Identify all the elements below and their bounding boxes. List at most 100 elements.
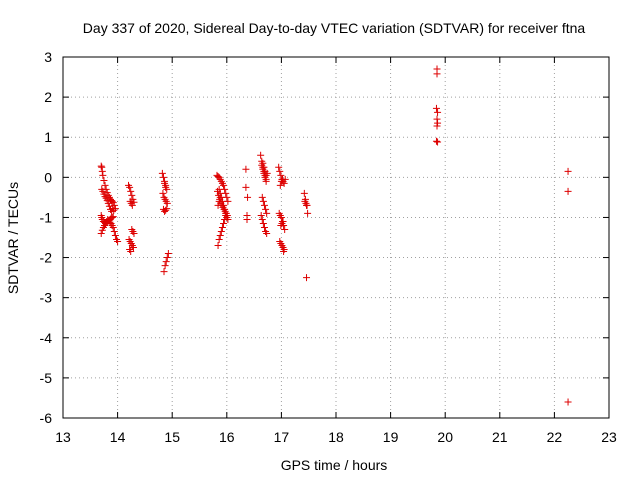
data-point — [434, 108, 442, 116]
data-point — [278, 175, 286, 183]
data-point — [129, 244, 137, 252]
data-point — [162, 183, 170, 191]
data-point — [161, 179, 169, 187]
data-point — [224, 215, 232, 223]
data-point — [128, 191, 136, 199]
x-tick-label: 14 — [110, 429, 126, 445]
data-point — [263, 229, 271, 237]
y-tick-label: 3 — [44, 49, 52, 65]
data-point — [261, 167, 269, 175]
data-point — [108, 213, 116, 221]
data-point — [127, 187, 135, 195]
data-point — [259, 159, 267, 167]
data-point — [263, 209, 271, 217]
data-point — [257, 151, 265, 159]
data-point — [127, 248, 135, 256]
y-tick-label: -2 — [40, 250, 53, 266]
data-points — [97, 65, 572, 406]
data-point — [164, 250, 172, 258]
data-point — [100, 177, 108, 185]
data-point — [110, 227, 118, 235]
data-point — [300, 189, 308, 197]
data-point — [257, 211, 265, 219]
data-point — [216, 193, 224, 201]
data-point — [304, 209, 312, 217]
y-tick-label: -4 — [40, 330, 53, 346]
data-point — [98, 167, 106, 175]
data-point — [275, 163, 283, 171]
data-point — [214, 242, 222, 250]
data-point — [159, 189, 167, 197]
data-point — [98, 163, 106, 171]
data-point — [220, 181, 228, 189]
data-point — [97, 229, 105, 237]
data-point — [262, 205, 270, 213]
x-tick-label: 13 — [55, 429, 71, 445]
data-point — [128, 201, 136, 209]
data-point — [433, 115, 441, 123]
data-point — [163, 199, 171, 207]
data-point — [276, 167, 284, 175]
data-point — [258, 193, 266, 201]
data-point — [158, 169, 166, 177]
data-point — [222, 209, 230, 217]
data-point — [162, 206, 170, 214]
x-tick-label: 20 — [437, 429, 453, 445]
data-point — [130, 229, 138, 237]
data-point — [220, 219, 228, 227]
x-axis-label: GPS time / hours — [281, 457, 388, 473]
data-point — [277, 213, 285, 221]
y-tick-label: -3 — [40, 290, 53, 306]
data-point — [160, 268, 168, 276]
data-point — [260, 163, 268, 171]
y-axis-label: SDTVAR / TECUs — [5, 182, 21, 294]
data-point — [303, 274, 311, 282]
data-point — [242, 183, 250, 191]
x-tick-label: 15 — [164, 429, 180, 445]
data-point — [259, 219, 267, 227]
y-tick-labels: -6 -5 -4 -3 -2 -1 0 1 2 3 — [40, 49, 53, 426]
data-point — [109, 205, 117, 213]
y-tick-label: -1 — [40, 209, 53, 225]
data-point — [218, 223, 226, 231]
data-point — [434, 138, 442, 146]
data-point — [277, 171, 285, 179]
data-point — [216, 231, 224, 239]
data-point — [215, 197, 223, 205]
data-point — [108, 197, 116, 205]
data-point — [564, 398, 572, 406]
data-point — [564, 167, 572, 175]
data-point — [215, 236, 223, 244]
x-tick-label: 21 — [492, 429, 508, 445]
data-point — [276, 181, 284, 189]
axis-ticks — [62, 56, 610, 419]
data-point — [243, 215, 251, 223]
x-tick-label: 17 — [274, 429, 290, 445]
y-tick-label: -5 — [40, 370, 53, 386]
x-tick-labels: 13 14 15 16 17 18 19 20 21 22 23 — [55, 429, 617, 445]
data-point — [303, 201, 311, 209]
x-tick-label: 16 — [219, 429, 235, 445]
data-point — [109, 223, 117, 231]
data-point — [161, 262, 169, 270]
data-point — [101, 181, 109, 189]
data-point — [259, 197, 267, 205]
data-point — [433, 70, 441, 78]
y-tick-label: 2 — [44, 89, 52, 105]
data-point — [215, 185, 223, 193]
data-point — [262, 177, 270, 185]
data-point — [221, 205, 229, 213]
data-point — [114, 238, 122, 246]
data-point — [258, 215, 266, 223]
grid-lines — [63, 57, 609, 418]
data-point — [97, 162, 105, 170]
data-point — [159, 173, 167, 181]
data-point — [101, 193, 109, 201]
data-point — [280, 248, 288, 256]
data-point — [163, 205, 171, 213]
data-point — [244, 193, 252, 201]
data-point — [279, 217, 287, 225]
data-point — [432, 104, 440, 112]
